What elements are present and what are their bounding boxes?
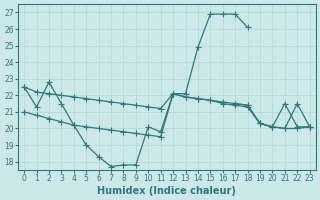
X-axis label: Humidex (Indice chaleur): Humidex (Indice chaleur) — [98, 186, 236, 196]
